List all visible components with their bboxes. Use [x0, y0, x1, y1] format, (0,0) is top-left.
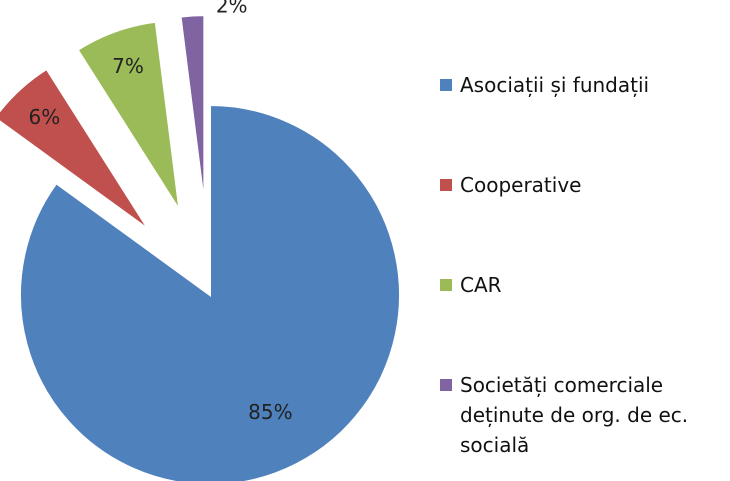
pie-slice — [76, 20, 181, 211]
pie-slice — [19, 103, 401, 481]
legend-swatch — [440, 379, 452, 391]
legend-label: Cooperative — [460, 173, 582, 197]
data-label: 7% — [112, 54, 144, 78]
legend-label: Societăți comerciale deținute de org. de… — [460, 373, 689, 457]
legend-item: Asociații și fundații — [440, 70, 725, 100]
pie-slice — [0, 67, 150, 231]
legend-label: Asociații și fundații — [460, 73, 650, 97]
legend-label: CAR — [460, 273, 502, 297]
legend-swatch — [440, 279, 452, 291]
legend-item: Cooperative — [440, 170, 725, 200]
data-label: 85% — [248, 400, 292, 424]
pie-slice — [179, 14, 206, 206]
data-label: 2% — [216, 0, 248, 18]
legend-item: CAR — [440, 270, 725, 300]
legend-swatch — [440, 79, 452, 91]
data-label: 6% — [28, 105, 60, 129]
legend-swatch — [440, 179, 452, 191]
legend-item: Societăți comerciale deținute de org. de… — [440, 370, 725, 460]
